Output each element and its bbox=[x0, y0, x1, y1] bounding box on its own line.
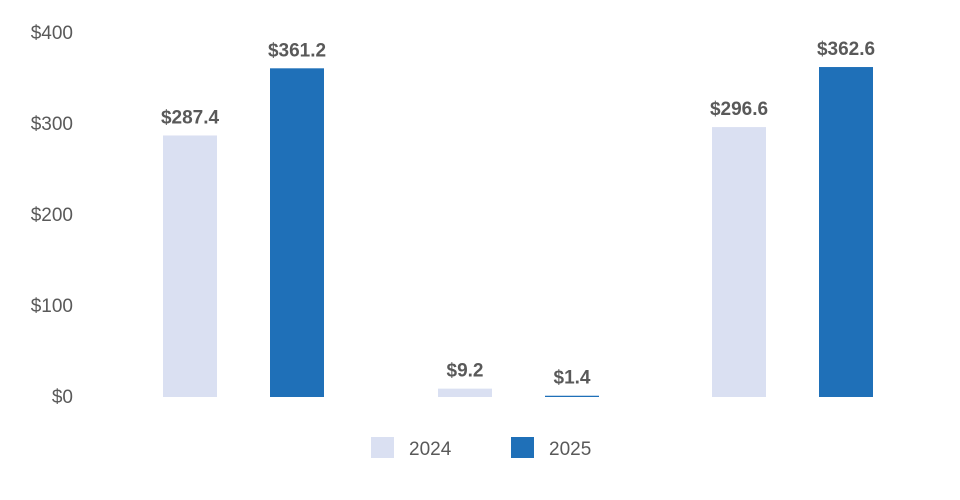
data-label-2024: $296.6 bbox=[710, 99, 768, 120]
bar-2024 bbox=[438, 388, 492, 397]
legend-label-2025: 2025 bbox=[549, 439, 591, 460]
legend-swatch-2024 bbox=[371, 437, 394, 458]
y-tick-label: $200 bbox=[31, 205, 73, 226]
data-label-2024: $9.2 bbox=[447, 361, 484, 382]
legend: 2024 2025 bbox=[371, 437, 591, 460]
data-labels: $287.4 $361.2 $9.2 $1.4 $296.6 $362.6 bbox=[161, 39, 875, 389]
y-axis: $0 $100 $200 $300 $400 bbox=[31, 23, 73, 408]
bar-2024 bbox=[712, 127, 766, 398]
data-label-2025: $362.6 bbox=[817, 39, 875, 60]
y-tick-label: $300 bbox=[31, 114, 73, 135]
y-tick-label: $0 bbox=[52, 387, 73, 408]
bar-2025 bbox=[819, 67, 873, 397]
bars bbox=[163, 67, 873, 398]
y-tick-label: $100 bbox=[31, 296, 73, 317]
y-tick-label: $400 bbox=[31, 23, 73, 44]
bar-2024 bbox=[163, 135, 217, 397]
legend-label-2024: 2024 bbox=[409, 439, 452, 460]
bar-2025 bbox=[545, 395, 599, 397]
data-label-2025: $361.2 bbox=[268, 40, 326, 61]
data-label-2025: $1.4 bbox=[554, 368, 591, 389]
data-label-2024: $287.4 bbox=[161, 107, 220, 128]
legend-swatch-2025 bbox=[511, 437, 534, 458]
bar-2025 bbox=[270, 68, 324, 398]
